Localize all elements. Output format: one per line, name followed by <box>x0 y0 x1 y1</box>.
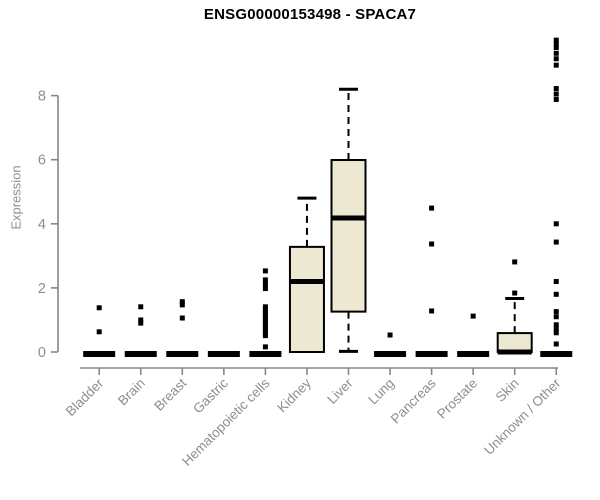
x-tick-label: Brain <box>115 376 148 409</box>
x-tick-label: Liver <box>324 375 356 407</box>
outlier-point <box>429 308 435 314</box>
y-tick-label: 6 <box>38 153 46 169</box>
outlier-point <box>553 330 559 336</box>
x-tick-label: Skin <box>493 376 522 405</box>
y-axis-label: Expression <box>8 165 24 230</box>
outlier-point <box>553 309 559 315</box>
outlier-point <box>553 221 559 227</box>
outlier-point <box>262 318 268 324</box>
outlier-point <box>553 37 559 43</box>
outlier-point <box>262 321 268 327</box>
box-liver <box>330 159 367 313</box>
outlier-point <box>262 312 268 318</box>
outlier-point <box>179 315 185 321</box>
outlier-point <box>262 330 268 336</box>
outlier-point <box>553 91 559 97</box>
outlier-point <box>138 317 144 323</box>
collapsed-box-lung <box>374 351 407 357</box>
outlier-point <box>262 304 268 310</box>
collapsed-box-gastric <box>207 351 240 357</box>
outlier-point <box>429 241 435 247</box>
outlier-point <box>262 286 268 292</box>
outlier-point <box>553 62 559 68</box>
collapsed-box-brain <box>124 351 157 357</box>
outlier-point <box>387 332 393 338</box>
box-kidney <box>288 245 325 354</box>
outlier-point <box>179 299 185 305</box>
outlier-point <box>553 327 559 333</box>
outlier-point <box>512 259 518 265</box>
x-tick-label: Bladder <box>63 375 107 419</box>
outlier-point <box>553 56 559 62</box>
outlier-point <box>96 305 102 311</box>
outlier-point <box>262 315 268 321</box>
y-tick-label: 0 <box>38 345 46 361</box>
x-tick-label: Lung <box>365 376 397 408</box>
outlier-point <box>553 291 559 297</box>
outlier-point <box>553 341 559 347</box>
y-tick-label: 8 <box>38 89 46 105</box>
outlier-point <box>470 313 476 319</box>
x-tick-label: Kidney <box>274 375 314 415</box>
outlier-point <box>96 329 102 335</box>
outlier-point <box>553 45 559 51</box>
box-skin <box>496 332 533 354</box>
x-tick-label: Prostate <box>434 376 480 422</box>
collapsed-box-unknown-other <box>540 351 573 357</box>
x-tick-label: Breast <box>151 375 189 413</box>
outlier-point <box>262 324 268 330</box>
collapsed-box-breast <box>166 351 199 357</box>
outlier-point <box>553 322 559 328</box>
outlier-point <box>553 50 559 56</box>
y-tick-label: 2 <box>38 281 46 297</box>
x-tick-label: Pancreas <box>388 375 439 426</box>
x-tick-label: Unknown / Other <box>481 375 564 458</box>
outlier-point <box>262 307 268 313</box>
outlier-point <box>553 314 559 320</box>
outlier-point <box>262 327 268 333</box>
outlier-point <box>553 96 559 102</box>
collapsed-box-pancreas <box>415 351 448 357</box>
outlier-point <box>553 41 559 47</box>
outlier-point <box>262 277 268 283</box>
outlier-point <box>553 278 559 284</box>
outlier-point <box>262 310 268 316</box>
collapsed-box-bladder <box>83 351 116 357</box>
x-tick-label: Gastric <box>190 375 231 416</box>
outlier-point <box>262 333 268 339</box>
outlier-point <box>553 86 559 92</box>
collapsed-box-hematopoietic-cells <box>249 351 282 357</box>
outlier-point <box>429 205 435 211</box>
outlier-point <box>138 320 144 326</box>
outlier-point <box>262 281 268 287</box>
outlier-point <box>179 302 185 308</box>
collapsed-box-prostate <box>457 351 490 357</box>
outlier-point <box>262 344 268 350</box>
outlier-point <box>553 239 559 245</box>
outlier-point <box>262 268 268 274</box>
outlier-point <box>512 290 518 296</box>
outlier-point <box>138 304 144 310</box>
y-tick-label: 4 <box>38 217 46 233</box>
chart-title: ENSG00000153498 - SPACA7 <box>203 6 417 23</box>
